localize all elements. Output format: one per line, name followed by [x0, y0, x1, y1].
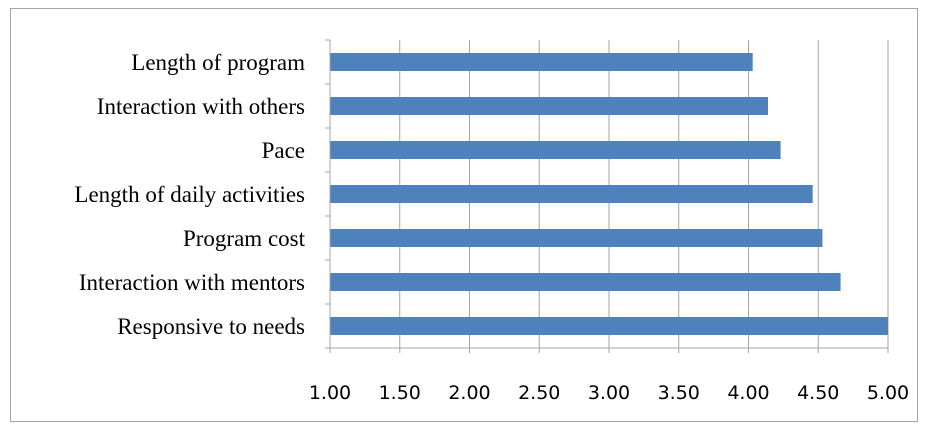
x-tick-label: 1.00: [309, 382, 351, 404]
x-tick-label: 2.50: [518, 382, 560, 404]
bars: [330, 53, 888, 335]
category-label: Interaction with mentors: [79, 270, 305, 295]
category-labels: Length of program Interaction with others…: [74, 50, 305, 339]
bar: [330, 273, 841, 291]
bar: [330, 229, 823, 247]
category-label: Program cost: [183, 226, 306, 251]
category-label: Responsive to needs: [117, 314, 305, 339]
x-tick-label: 3.00: [588, 382, 630, 404]
x-tick-label: 4.50: [797, 382, 839, 404]
x-tick-label: 2.00: [448, 382, 490, 404]
category-label: Pace: [262, 138, 305, 163]
x-tick-label: 3.50: [658, 382, 700, 404]
bar: [330, 185, 813, 203]
bar: [330, 317, 888, 335]
bar: [330, 97, 769, 115]
x-tick-labels: 1.00 1.50 2.00 2.50 3.00 3.50 4.00 4.50 5.00: [309, 382, 909, 404]
x-tick-label: 4.00: [727, 382, 769, 404]
category-label: Interaction with others: [97, 94, 305, 119]
x-tick-label: 5.00: [867, 382, 909, 404]
category-label: Length of program: [131, 50, 305, 75]
bar: [330, 53, 753, 71]
x-tick-label: 1.50: [379, 382, 421, 404]
axes: [325, 39, 889, 353]
chart-frame: [10, 8, 918, 422]
bar: [330, 141, 781, 159]
category-label: Length of daily activities: [74, 182, 305, 207]
